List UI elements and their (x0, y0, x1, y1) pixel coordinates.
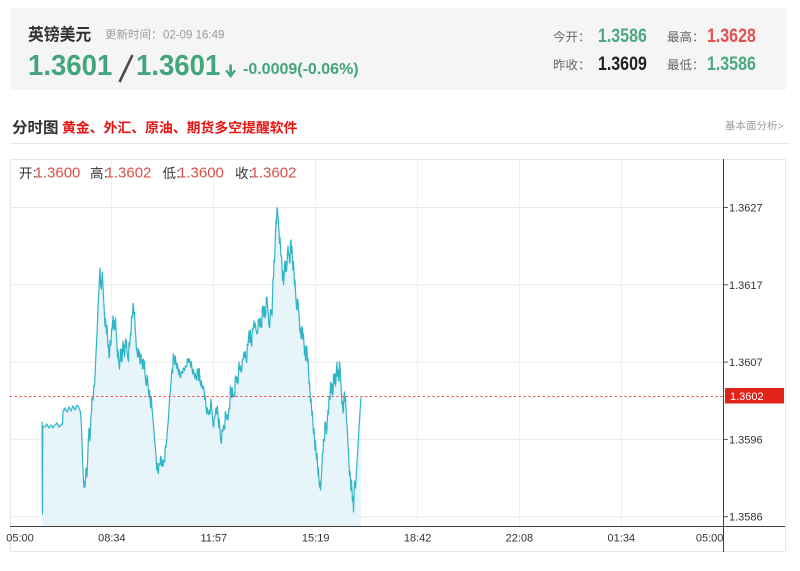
svg-text:1.3607: 1.3607 (729, 357, 763, 369)
svg-text:05:00: 05:00 (6, 533, 34, 545)
svg-text:1.3627: 1.3627 (729, 203, 763, 215)
svg-text:15:19: 15:19 (302, 533, 330, 545)
svg-text:1.3596: 1.3596 (729, 434, 763, 446)
svg-text:22:08: 22:08 (506, 533, 534, 545)
svg-text:>: > (778, 120, 784, 132)
svg-text:08:34: 08:34 (98, 533, 126, 545)
svg-text:05:00: 05:00 (696, 533, 724, 545)
svg-text:1.3602: 1.3602 (730, 391, 764, 403)
svg-text:18:42: 18:42 (404, 533, 432, 545)
svg-text:1.3617: 1.3617 (729, 280, 763, 292)
svg-text:01:34: 01:34 (608, 533, 636, 545)
svg-text:1.3586: 1.3586 (729, 512, 763, 524)
svg-text:11:57: 11:57 (200, 533, 227, 545)
